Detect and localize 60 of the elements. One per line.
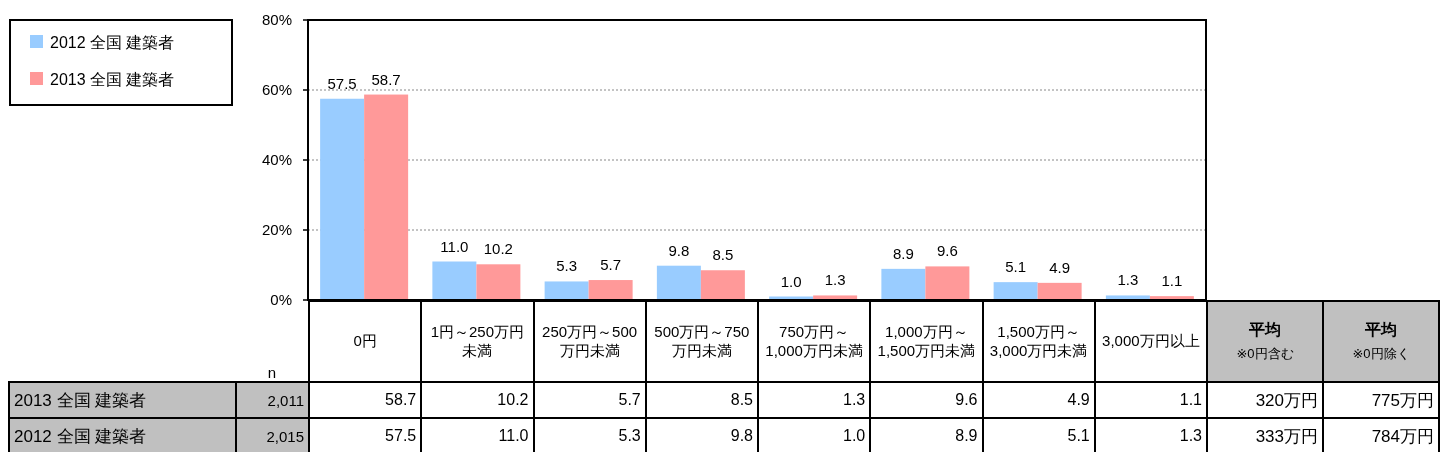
data-label: 1.3 <box>1094 418 1207 452</box>
text: 2,015 <box>236 418 309 452</box>
data-label: 1.3 <box>758 382 871 418</box>
data-label: 57.5 <box>309 418 422 452</box>
x-tick-label: 750万円～1,000万円未満 <box>758 301 871 382</box>
data-label: 5.7 <box>533 382 646 418</box>
x-tick-label: 3,000万円以上 <box>1094 301 1207 382</box>
data-label: 9.8 <box>645 418 758 452</box>
text: 5.3 <box>556 257 578 275</box>
data-label: 5.1 <box>982 418 1095 452</box>
text: 1.3 <box>1117 271 1139 289</box>
legend-label: 2012 全国 建築者 <box>50 34 175 51</box>
text: 5.7 <box>600 256 622 274</box>
text: 333万円 <box>1207 418 1323 452</box>
y-tick-label: 0% <box>270 291 292 308</box>
text: 1.0 <box>780 272 802 290</box>
text: 775万円 <box>1323 382 1439 418</box>
data-label: 8.5 <box>645 382 758 418</box>
data-label: 58.7 <box>309 382 422 418</box>
text: 1.1 <box>1161 272 1183 290</box>
data-label: 5.3 <box>533 418 646 452</box>
text: 9.6 <box>936 242 958 260</box>
data-label: 4.9 <box>982 382 1095 418</box>
y-tick-label: 40% <box>261 151 292 168</box>
x-tick-label: 1円～250万円未満 <box>421 301 534 382</box>
x-tick-label: 1,000万円～1,500万円未満 <box>870 301 983 382</box>
text: 8.5 <box>712 246 734 264</box>
text: 8.9 <box>892 244 914 262</box>
text: 5.1 <box>1005 258 1027 276</box>
text: 2,011 <box>236 382 309 418</box>
data-label: 8.9 <box>870 418 983 452</box>
x-tick-label: 0円 <box>309 301 422 382</box>
data-label: 11.0 <box>421 418 534 452</box>
y-tick-label: 60% <box>261 81 292 98</box>
text: 320万円 <box>1207 382 1323 418</box>
text: 9.8 <box>668 241 690 259</box>
x-tick-label: 500万円～750万円未満 <box>645 301 758 382</box>
text: 2012 全国 建築者 <box>14 426 147 446</box>
x-tick-label: 250万円～500万円未満 <box>533 301 646 382</box>
y-tick-label: 80% <box>261 11 292 28</box>
text: n <box>267 364 277 381</box>
text: 1.3 <box>824 271 846 289</box>
x-tick-label: 1,500万円～3,000万円未満 <box>982 301 1095 382</box>
y-tick-label: 20% <box>261 221 292 238</box>
text: ※0円除く <box>1351 345 1411 363</box>
text: ※0円含む <box>1235 345 1295 363</box>
data-label: 1.1 <box>1094 382 1207 418</box>
text: 10.2 <box>483 240 513 258</box>
text: 4.9 <box>1049 258 1071 276</box>
text: 58.7 <box>371 70 401 88</box>
data-label: 10.2 <box>421 382 534 418</box>
data-label: 1.0 <box>758 418 871 452</box>
text: 2013 全国 建築者 <box>14 390 147 410</box>
text: 平均 <box>1364 320 1398 340</box>
text: 57.5 <box>327 74 357 92</box>
data-label: 9.6 <box>870 382 983 418</box>
text: 11.0 <box>440 237 469 255</box>
text: 784万円 <box>1323 418 1439 452</box>
legend-label: 2013 全国 建築者 <box>50 71 175 88</box>
text: 平均 <box>1248 320 1282 340</box>
